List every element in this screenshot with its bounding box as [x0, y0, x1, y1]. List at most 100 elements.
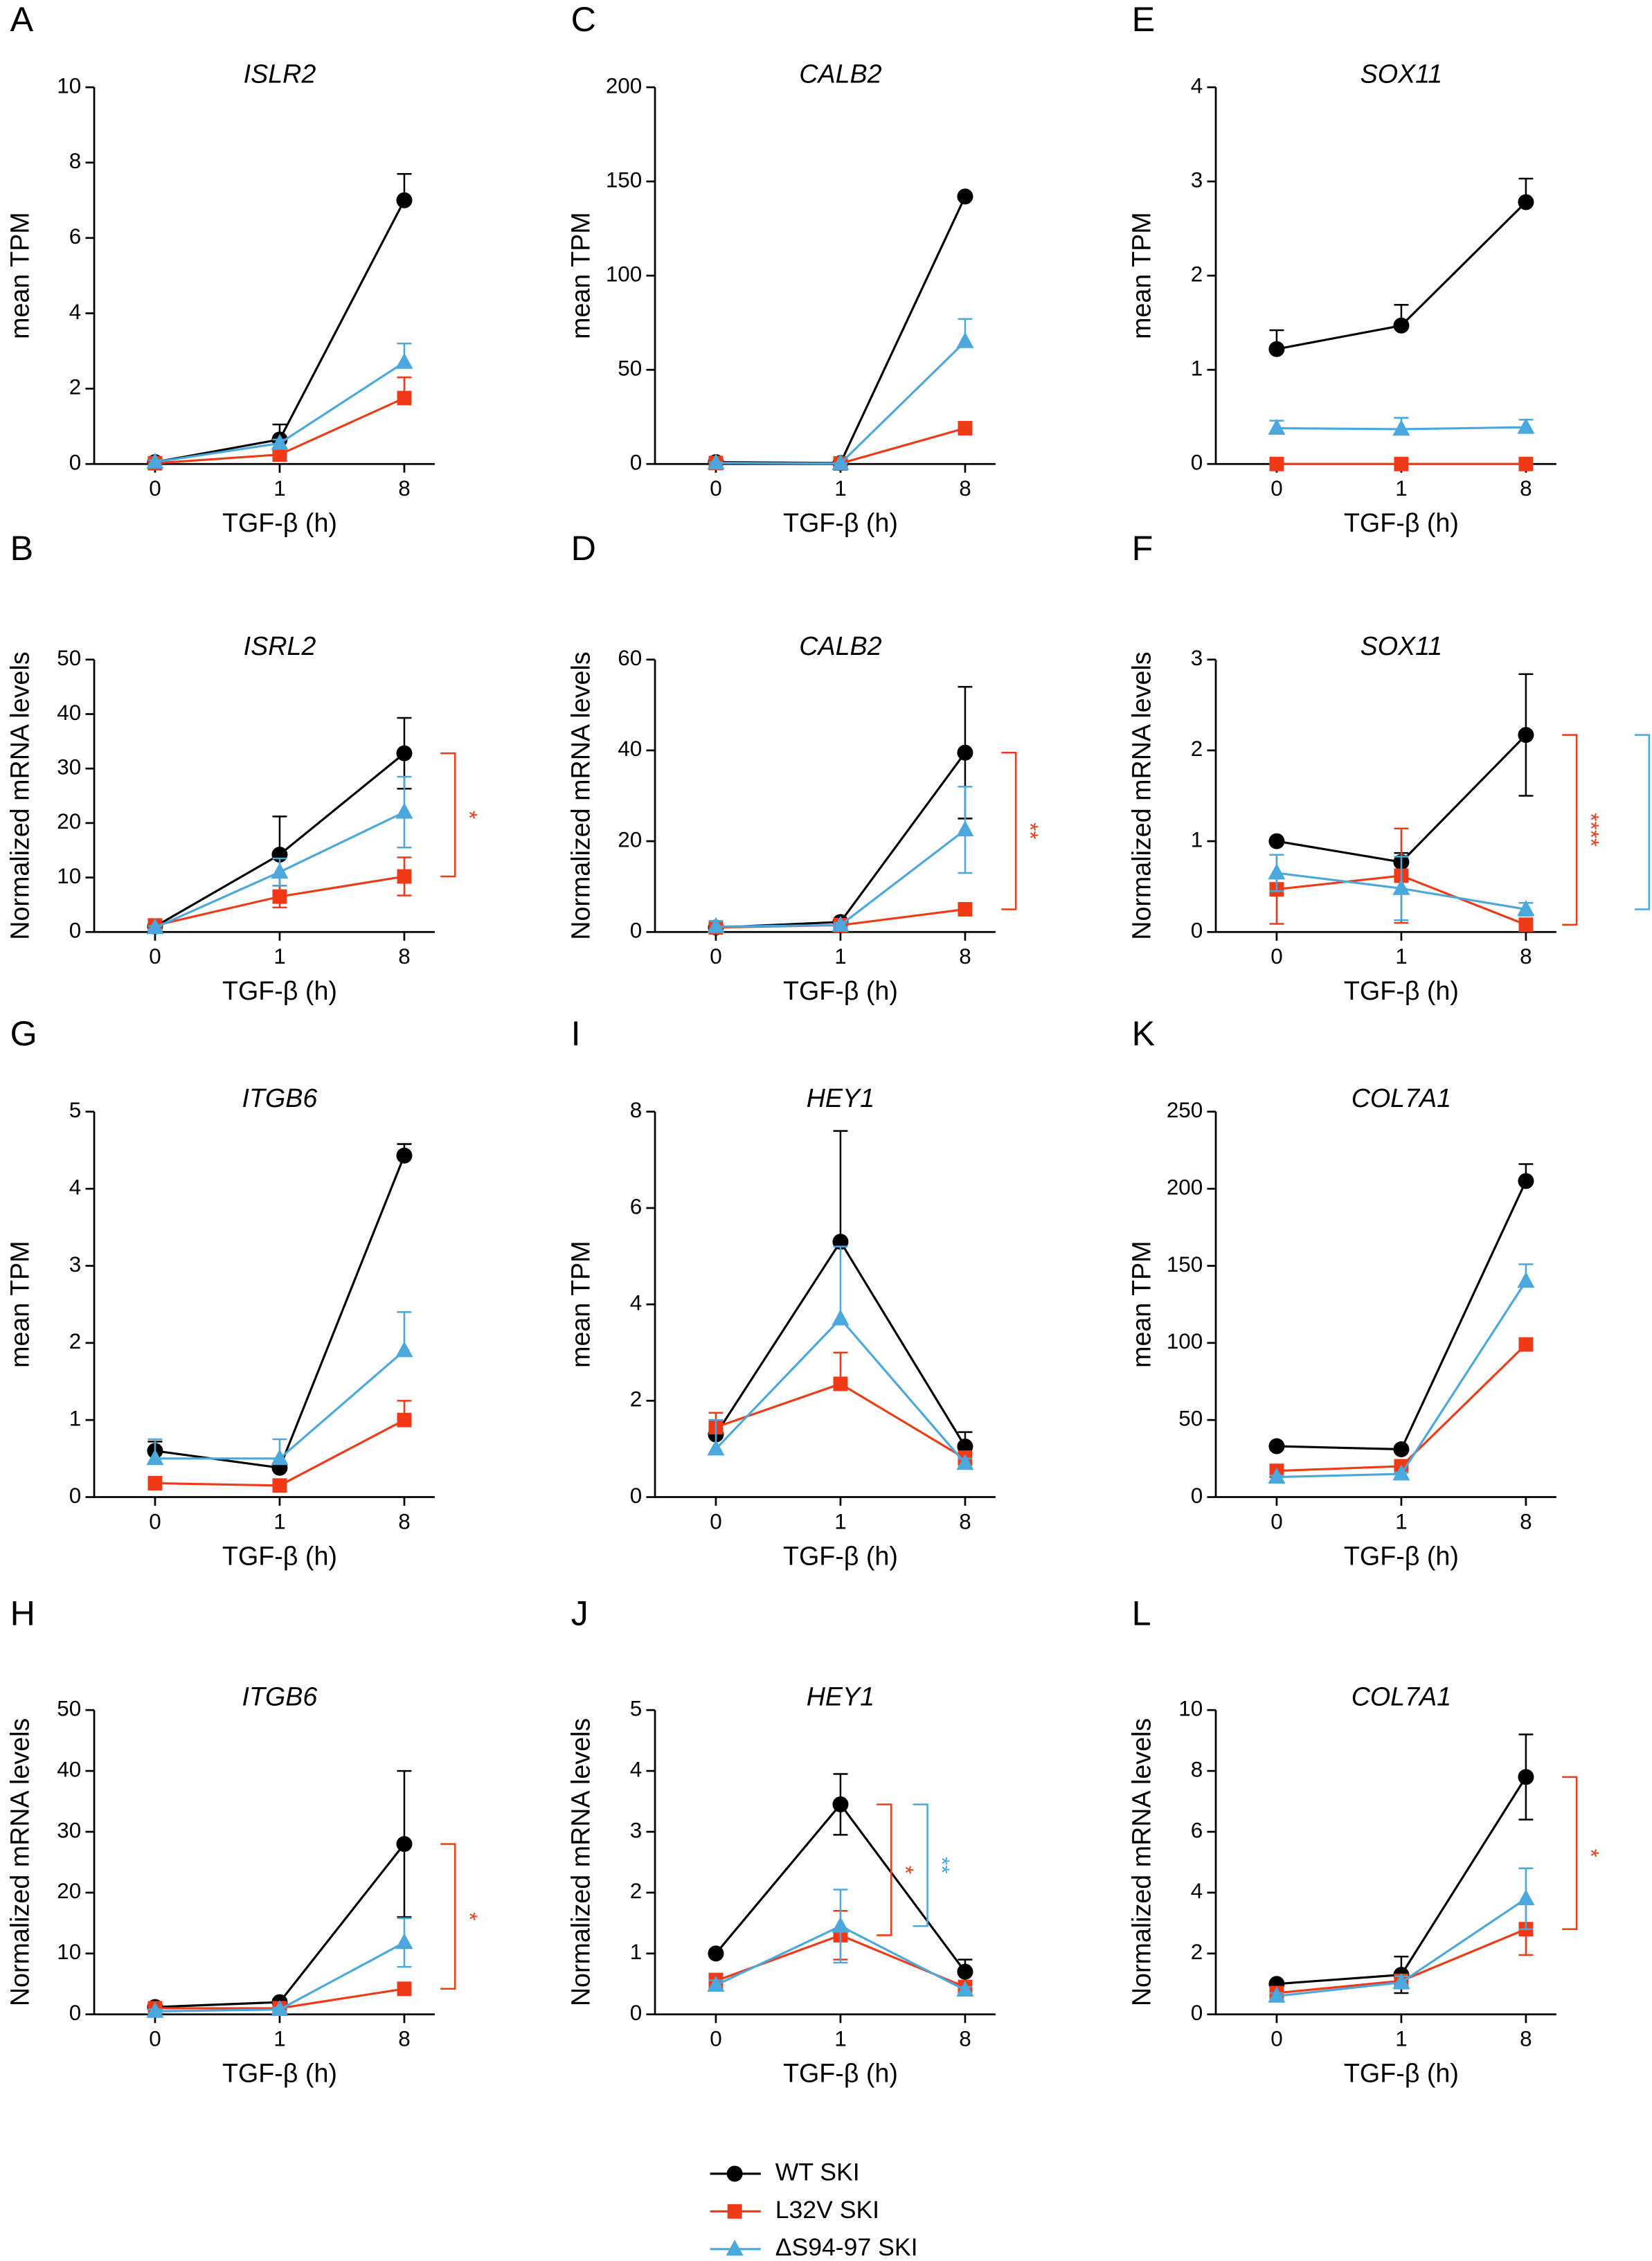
x-axis-label: TGF-β (h) — [1344, 2059, 1459, 2088]
significance-label: ** — [1018, 822, 1043, 839]
y-tick-label: 50 — [57, 646, 81, 670]
marker — [1518, 1173, 1534, 1189]
marker — [957, 188, 973, 205]
chart-title: ISRL2 — [244, 631, 316, 660]
marker — [1268, 863, 1286, 880]
significance-bracket — [877, 1803, 892, 1936]
panel: E SOX11 0 1 2 3 4 0 1 8 TGF-β (h) mean TPM — [1126, 0, 1556, 537]
significance-bracket — [1562, 734, 1578, 926]
y-tick-label: 40 — [618, 737, 642, 761]
x-tick-label: 1 — [834, 476, 846, 501]
panel: J HEY1 0 1 2 3 4 5 0 1 8 TGF-β (h) Normalized mRNA l… — [566, 1594, 996, 2088]
x-tick-label: 1 — [273, 476, 285, 501]
panel: G ITGB6 0 1 2 3 4 5 0 1 8 TGF-β (h) mean TPM — [5, 1014, 435, 1570]
marker — [271, 1449, 289, 1466]
x-tick-label: 0 — [1271, 2027, 1282, 2051]
marker — [832, 1916, 850, 1933]
legend: WT SKI L32V SKI ΔS94-97 SKI — [710, 2158, 917, 2261]
panel-label: E — [1132, 0, 1156, 39]
significance-label: * — [458, 1912, 482, 1920]
y-tick-label: 200 — [606, 73, 642, 98]
x-axis-label: TGF-β (h) — [1344, 976, 1459, 1005]
x-tick-label: 1 — [273, 2027, 285, 2051]
y-axis-label: mean TPM — [566, 1241, 595, 1367]
x-tick-label: 1 — [834, 1509, 846, 1533]
y-tick-label: 1 — [69, 1406, 81, 1430]
marker — [146, 1449, 164, 1466]
x-axis-label: TGF-β (h) — [222, 976, 337, 1005]
series-line — [1276, 1776, 1527, 1985]
marker — [396, 192, 413, 208]
x-tick-label: 8 — [1520, 476, 1532, 501]
x-tick-label: 1 — [273, 1509, 285, 1533]
marker — [1393, 317, 1410, 334]
y-tick-label: 8 — [1191, 1757, 1203, 1781]
x-tick-label: 1 — [834, 2027, 846, 2051]
marker — [1268, 1467, 1286, 1484]
marker — [1518, 1769, 1534, 1785]
y-tick-label: 0 — [1191, 451, 1203, 475]
y-tick-label: 0 — [630, 2001, 642, 2025]
significance-label: ** — [930, 1857, 954, 1873]
x-axis-label: TGF-β (h) — [783, 508, 898, 537]
marker — [396, 1836, 413, 1853]
marker — [146, 2001, 164, 2018]
marker — [1393, 1441, 1410, 1458]
marker — [726, 2165, 743, 2182]
y-axis-label: mean TPM — [5, 1241, 34, 1367]
legend-label: L32V SKI — [775, 2196, 879, 2224]
y-tick-label: 40 — [57, 701, 81, 725]
significance-label: **** — [1579, 813, 1604, 847]
x-axis-label: TGF-β (h) — [222, 2059, 337, 2088]
series-line — [715, 829, 966, 928]
y-tick-label: 50 — [618, 356, 642, 380]
marker — [1268, 1438, 1285, 1454]
y-axis-label: mean TPM — [1126, 212, 1156, 339]
y-tick-label: 4 — [630, 1290, 642, 1315]
marker — [397, 869, 412, 884]
y-tick-label: 20 — [57, 809, 81, 834]
marker — [707, 917, 725, 933]
significance-bracket — [440, 752, 456, 878]
marker — [727, 2204, 742, 2219]
y-tick-label: 8 — [630, 1098, 642, 1122]
chart-title: COL7A1 — [1352, 1682, 1451, 1711]
series-line — [154, 1155, 406, 1469]
marker — [1392, 1464, 1410, 1481]
y-tick-label: 3 — [630, 1818, 642, 1842]
marker — [1518, 456, 1534, 471]
y-tick-label: 2 — [1191, 737, 1203, 761]
y-tick-label: 10 — [1178, 1696, 1203, 1720]
x-tick-label: 0 — [710, 944, 721, 969]
x-axis-label: TGF-β (h) — [1344, 508, 1459, 537]
y-tick-label: 6 — [69, 224, 81, 249]
y-tick-label: 0 — [630, 1484, 642, 1508]
y-tick-label: 150 — [606, 168, 642, 192]
panel-label: F — [1132, 529, 1153, 568]
marker — [1269, 456, 1284, 471]
marker — [395, 1933, 413, 1949]
marker — [1517, 1272, 1535, 1288]
marker — [707, 1439, 725, 1456]
chart-title: COL7A1 — [1352, 1083, 1451, 1113]
x-tick-label: 0 — [710, 1509, 721, 1533]
y-tick-label: 0 — [1191, 919, 1203, 943]
y-tick-label: 2 — [630, 1879, 642, 1903]
y-tick-label: 8 — [69, 149, 81, 173]
marker — [1268, 341, 1285, 357]
panel: A ISLR2 0 2 4 6 8 10 0 1 8 TGF-β (h) mean TPM — [5, 0, 435, 537]
x-axis-label: TGF-β (h) — [222, 508, 337, 537]
y-tick-label: 10 — [57, 864, 81, 888]
significance-bracket — [913, 1803, 928, 1927]
y-tick-label: 20 — [618, 827, 642, 852]
marker — [1517, 899, 1535, 916]
significance-label: * — [1579, 1849, 1604, 1857]
chart-title: SOX11 — [1361, 59, 1443, 88]
x-tick-label: 8 — [959, 476, 971, 501]
x-tick-label: 8 — [398, 476, 410, 501]
marker — [832, 1796, 849, 1812]
x-tick-label: 8 — [959, 2027, 971, 2051]
marker — [957, 1963, 973, 1980]
panel-label: H — [10, 1594, 35, 1632]
